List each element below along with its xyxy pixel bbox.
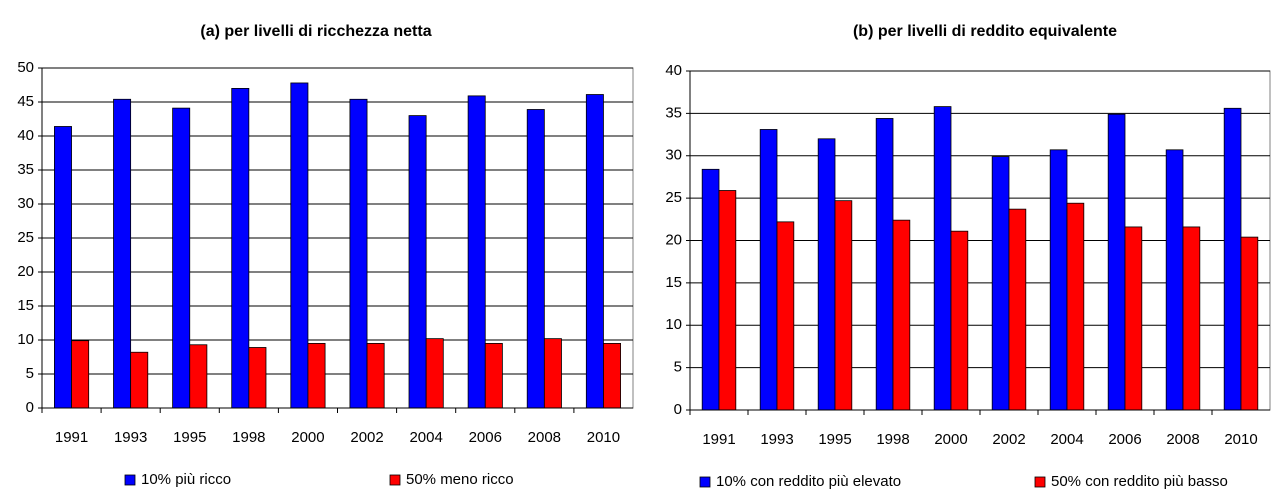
bar bbox=[1124, 226, 1143, 411]
bar bbox=[231, 88, 250, 409]
x-tick-label: 1998 bbox=[876, 431, 909, 448]
bar bbox=[875, 118, 894, 411]
bar bbox=[1008, 208, 1027, 411]
legend-swatch bbox=[389, 474, 401, 486]
bar bbox=[776, 221, 795, 411]
bar bbox=[1223, 107, 1242, 411]
bar bbox=[425, 338, 444, 409]
x-tick-label: 2006 bbox=[469, 429, 502, 446]
legend-label: 10% più ricco bbox=[141, 471, 231, 488]
x-tick-label: 2004 bbox=[409, 429, 442, 446]
bar bbox=[991, 156, 1010, 411]
bar bbox=[349, 98, 368, 409]
legend-swatch bbox=[699, 476, 711, 488]
bar bbox=[71, 340, 90, 409]
y-tick-label: 25 bbox=[17, 229, 34, 246]
x-tick-label: 2010 bbox=[1224, 431, 1257, 448]
bar bbox=[834, 200, 853, 411]
y-tick-label: 5 bbox=[26, 365, 34, 382]
x-tick-label: 1993 bbox=[760, 431, 793, 448]
bar bbox=[1165, 149, 1184, 411]
bar bbox=[950, 230, 969, 411]
bar bbox=[467, 95, 486, 409]
y-tick-label: 30 bbox=[665, 147, 682, 164]
y-tick-label: 40 bbox=[17, 127, 34, 144]
bar bbox=[1182, 226, 1201, 411]
bar bbox=[1066, 202, 1085, 411]
y-tick-label: 35 bbox=[665, 104, 682, 121]
y-tick-label: 25 bbox=[665, 189, 682, 206]
y-tick-label: 0 bbox=[26, 399, 34, 416]
chart-title: (a) per livelli di ricchezza netta bbox=[200, 23, 431, 40]
bar bbox=[1107, 113, 1126, 411]
x-tick-label: 2002 bbox=[350, 429, 383, 446]
x-tick-label: 2000 bbox=[291, 429, 324, 446]
bar bbox=[526, 109, 545, 409]
bar bbox=[759, 129, 778, 411]
y-tick-label: 10 bbox=[17, 331, 34, 348]
y-tick-label: 15 bbox=[17, 297, 34, 314]
legend-swatch bbox=[1034, 476, 1046, 488]
x-tick-label: 2002 bbox=[992, 431, 1025, 448]
bar bbox=[248, 347, 267, 409]
y-tick-label: 45 bbox=[17, 93, 34, 110]
bar bbox=[113, 98, 132, 409]
y-tick-label: 40 bbox=[665, 62, 682, 79]
bar bbox=[1240, 236, 1259, 411]
y-tick-label: 50 bbox=[17, 59, 34, 76]
bar bbox=[892, 219, 911, 411]
bar bbox=[366, 342, 385, 409]
bar bbox=[54, 126, 72, 409]
y-tick-label: 35 bbox=[17, 161, 34, 178]
bar bbox=[307, 342, 326, 409]
bar bbox=[543, 338, 562, 409]
bar bbox=[933, 106, 952, 411]
y-tick-label: 0 bbox=[674, 401, 682, 418]
x-tick-label: 1991 bbox=[702, 431, 735, 448]
bar bbox=[130, 351, 149, 409]
bar bbox=[408, 115, 427, 409]
bar bbox=[172, 107, 191, 409]
legend-label: 50% con reddito più basso bbox=[1051, 473, 1228, 489]
x-tick-label: 1995 bbox=[818, 431, 851, 448]
bar bbox=[718, 190, 737, 411]
x-tick-label: 2004 bbox=[1050, 431, 1083, 448]
legend-swatch bbox=[124, 474, 136, 486]
x-tick-label: 2008 bbox=[1166, 431, 1199, 448]
bar bbox=[484, 342, 503, 409]
chart-title: (b) per livelli di reddito equivalente bbox=[853, 23, 1117, 40]
bar bbox=[585, 94, 604, 409]
y-tick-label: 20 bbox=[17, 263, 34, 280]
y-tick-label: 20 bbox=[665, 231, 682, 248]
x-tick-label: 2008 bbox=[528, 429, 561, 446]
y-tick-label: 15 bbox=[665, 274, 682, 291]
x-tick-label: 2000 bbox=[934, 431, 967, 448]
bar bbox=[817, 138, 836, 411]
x-tick-label: 1993 bbox=[114, 429, 147, 446]
legend-label: 50% meno ricco bbox=[406, 471, 514, 488]
x-tick-label: 1991 bbox=[55, 429, 88, 446]
y-tick-label: 10 bbox=[665, 316, 682, 333]
bar bbox=[603, 342, 621, 409]
x-tick-label: 2010 bbox=[587, 429, 620, 446]
y-tick-label: 5 bbox=[674, 359, 682, 376]
x-tick-label: 2006 bbox=[1108, 431, 1141, 448]
x-tick-label: 1995 bbox=[173, 429, 206, 446]
bar bbox=[701, 168, 720, 411]
bar bbox=[1049, 149, 1068, 411]
x-tick-label: 1998 bbox=[232, 429, 265, 446]
bar bbox=[189, 344, 208, 409]
bar bbox=[290, 82, 309, 409]
legend-label: 10% con reddito più elevato bbox=[716, 473, 901, 489]
y-tick-label: 30 bbox=[17, 195, 34, 212]
